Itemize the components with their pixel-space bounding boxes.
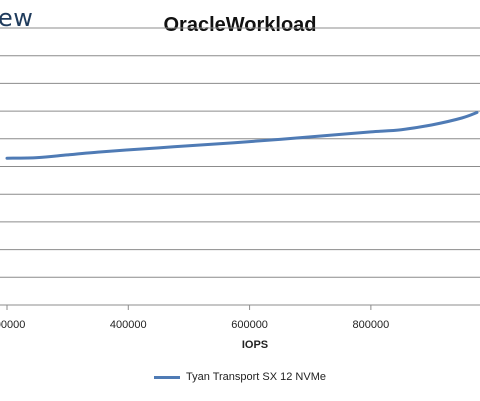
gridlines (0, 27, 480, 306)
brand-logo-text: ew (0, 4, 34, 32)
x-tick-label-0: 200000 (0, 319, 25, 331)
x-axis-label: IOPS (242, 339, 268, 351)
x-tick-label-1: 400000 (110, 319, 147, 331)
x-tick-label-2: 600000 (231, 319, 268, 331)
series-line-0 (5, 111, 479, 160)
legend: Tyan Transport SX 12 NVMe (0, 371, 480, 383)
x-axis-ticks: 200000 400000 600000 800000 (0, 305, 389, 331)
series-lines (5, 111, 479, 160)
chart-title: OracleWorkload (163, 14, 317, 36)
x-tick-label-3: 800000 (353, 319, 390, 331)
legend-label: Tyan Transport SX 12 NVMe (185, 371, 326, 383)
legend-swatch (153, 375, 180, 379)
